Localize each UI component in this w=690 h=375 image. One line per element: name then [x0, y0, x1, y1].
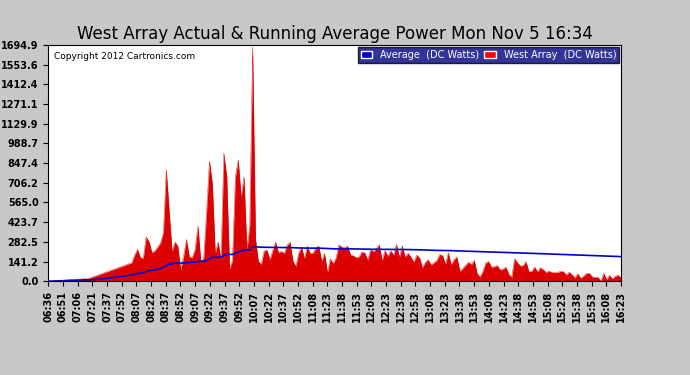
Legend: Average  (DC Watts), West Array  (DC Watts): Average (DC Watts), West Array (DC Watts…: [357, 47, 619, 63]
Text: Copyright 2012 Cartronics.com: Copyright 2012 Cartronics.com: [54, 52, 195, 61]
Title: West Array Actual & Running Average Power Mon Nov 5 16:34: West Array Actual & Running Average Powe…: [77, 26, 593, 44]
